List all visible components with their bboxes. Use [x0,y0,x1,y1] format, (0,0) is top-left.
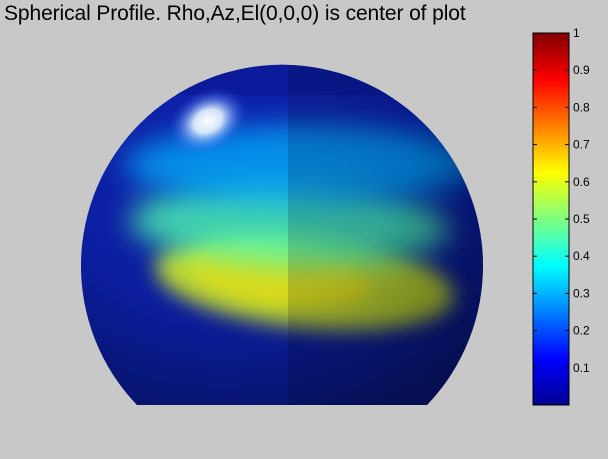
colorbar-tick-label: 0.3 [573,286,590,300]
colorbar-tick-label: 0.1 [573,361,590,375]
colorbar-tick-label: 0.9 [573,63,590,77]
chart-title: Spherical Profile. Rho,Az,El(0,0,0) is c… [4,2,466,25]
colorbar-gradient [532,32,570,406]
colorbar-tick-label: 0.8 [573,100,590,114]
colorbar-tick-label: 0.4 [573,249,590,263]
colorbar: 0.1 0.2 0.3 0.4 0.5 0.6 0.7 0.8 0.9 1 [532,26,590,406]
colorbar-tick-label: 1 [573,26,580,40]
specular-highlight [168,87,248,155]
colorbar-tick-label: 0.6 [573,175,590,189]
colorbar-tick-label: 0.5 [573,212,590,226]
sphere-shading [80,64,484,406]
sphere-surface [80,64,484,406]
colorbar-tick-label: 0.7 [573,138,590,152]
colorbar-ticks: 0.1 0.2 0.3 0.4 0.5 0.6 0.7 0.8 0.9 1 [533,26,590,375]
colorbar-tick-label: 0.2 [573,324,590,338]
